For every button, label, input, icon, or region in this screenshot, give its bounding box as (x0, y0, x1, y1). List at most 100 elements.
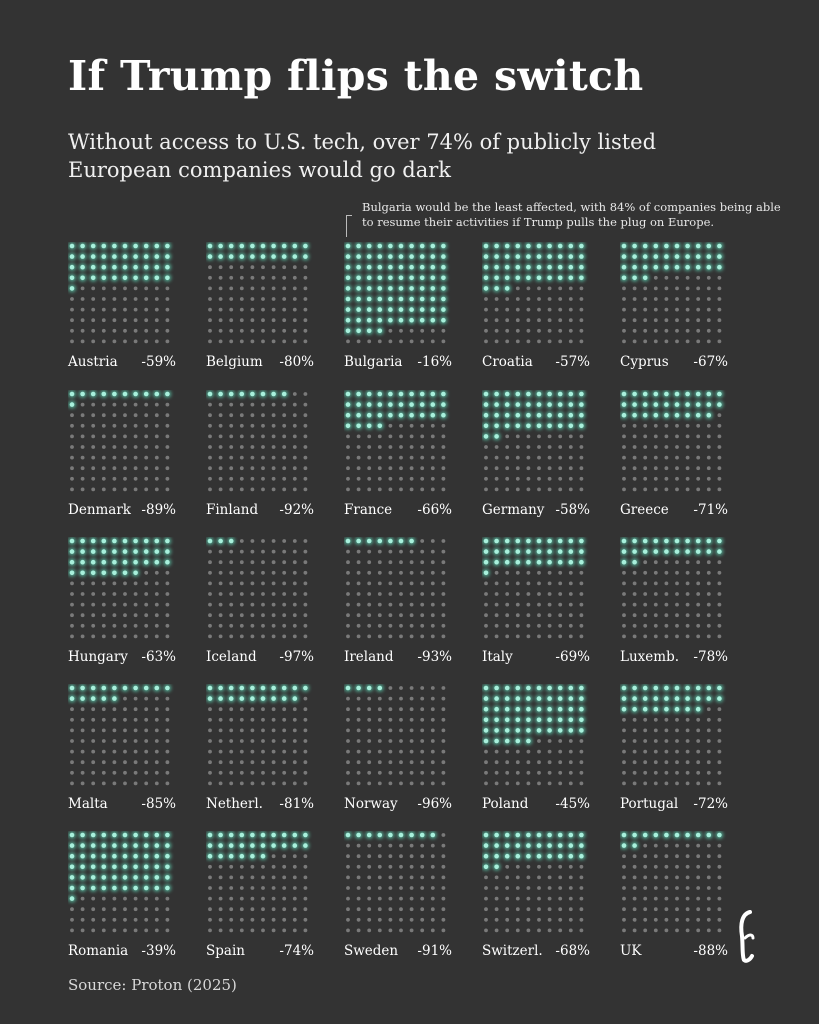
dark-company-dot (420, 749, 425, 754)
dark-company-dot (685, 634, 690, 639)
operating-company-dot (494, 275, 499, 281)
dark-company-dot (409, 613, 414, 618)
dark-company-dot (261, 739, 265, 743)
operating-company-dot (483, 412, 489, 418)
dark-company-dot (664, 476, 669, 481)
dark-company-dot (91, 907, 96, 912)
dark-company-dot (165, 434, 170, 439)
dark-company-dot (292, 717, 297, 722)
dark-company-dot (303, 602, 308, 607)
dark-company-dot (526, 886, 531, 890)
operating-company-dot (674, 254, 680, 259)
dark-company-dot (430, 539, 435, 543)
dark-company-dot (664, 781, 669, 786)
operating-company-dot (695, 254, 701, 259)
operating-company-dot (568, 696, 574, 701)
operating-company-dot (366, 317, 372, 323)
dark-company-dot (303, 623, 308, 628)
dark-company-dot (303, 581, 308, 586)
operating-company-dot (154, 264, 160, 270)
dark-company-dot (229, 570, 234, 575)
waffle-dots (482, 831, 586, 933)
operating-company-dot (345, 412, 351, 418)
dark-company-dot (430, 770, 435, 775)
dark-company-dot (579, 297, 584, 301)
dark-company-dot (282, 760, 287, 765)
dark-company-dot (706, 781, 711, 786)
country-value: -71% (693, 502, 728, 518)
dark-company-dot (165, 739, 170, 743)
dark-company-dot (653, 613, 658, 618)
dark-company-dot (696, 739, 701, 743)
operating-company-dot (557, 264, 563, 270)
dark-company-dot (91, 581, 96, 586)
dark-company-dot (558, 339, 563, 344)
operating-company-dot (674, 391, 680, 397)
operating-company-dot (165, 864, 170, 870)
dark-company-dot (123, 760, 127, 765)
dark-company-dot (377, 728, 382, 733)
dark-company-dot (101, 592, 106, 596)
dark-company-dot (399, 707, 403, 712)
operating-company-dot (228, 254, 234, 259)
dark-company-dot (250, 613, 255, 618)
dark-company-dot (547, 917, 552, 922)
operating-company-dot (568, 538, 574, 544)
operating-company-dot (717, 549, 722, 554)
operating-company-dot (419, 832, 425, 838)
dark-company-dot (441, 487, 446, 492)
dark-company-dot (80, 592, 85, 596)
dark-company-dot (133, 623, 138, 628)
dark-company-dot (261, 539, 265, 543)
operating-company-dot (80, 264, 85, 270)
dark-company-dot (154, 623, 159, 628)
dark-company-dot (218, 549, 223, 554)
dark-company-dot (409, 717, 414, 722)
dark-company-dot (494, 760, 499, 765)
dark-company-dot (356, 696, 361, 701)
dark-company-dot (250, 907, 255, 912)
dark-company-dot (123, 286, 127, 291)
dark-company-dot (547, 875, 552, 880)
operating-company-dot (504, 412, 510, 418)
dark-company-dot (558, 455, 563, 460)
operating-company-dot (504, 738, 510, 744)
dark-company-dot (133, 413, 138, 418)
dark-company-dot (144, 487, 149, 492)
dark-company-dot (80, 728, 85, 733)
dark-company-dot (537, 886, 541, 890)
dark-company-dot (112, 286, 117, 291)
operating-company-dot (621, 264, 627, 270)
dark-company-dot (579, 886, 584, 890)
dark-company-dot (409, 634, 414, 639)
dark-company-dot (303, 413, 308, 418)
dark-company-dot (675, 560, 679, 565)
dark-company-dot (250, 875, 255, 880)
operating-company-dot (281, 843, 287, 848)
dark-company-dot (271, 476, 276, 481)
operating-company-dot (409, 275, 414, 281)
operating-company-dot (526, 254, 531, 259)
dark-company-dot (430, 423, 435, 428)
operating-company-dot (366, 832, 372, 838)
dark-company-dot (717, 328, 722, 333)
dark-company-dot (420, 886, 425, 890)
operating-company-dot (239, 843, 245, 848)
operating-company-dot (642, 538, 648, 544)
dark-company-dot (409, 739, 414, 743)
operating-company-dot (536, 717, 542, 723)
dark-company-dot (717, 476, 722, 481)
country-value: -16% (417, 354, 452, 370)
dark-company-dot (70, 613, 74, 618)
operating-company-dot (419, 286, 425, 291)
dark-company-dot (388, 896, 393, 901)
operating-company-dot (281, 696, 287, 701)
operating-company-dot (568, 423, 574, 429)
dark-company-dot (144, 602, 149, 607)
dark-company-dot (558, 318, 563, 323)
operating-company-dot (547, 706, 552, 712)
dark-company-dot (229, 886, 234, 890)
operating-company-dot (133, 559, 138, 565)
dark-company-dot (526, 917, 531, 922)
operating-company-dot (419, 402, 425, 407)
